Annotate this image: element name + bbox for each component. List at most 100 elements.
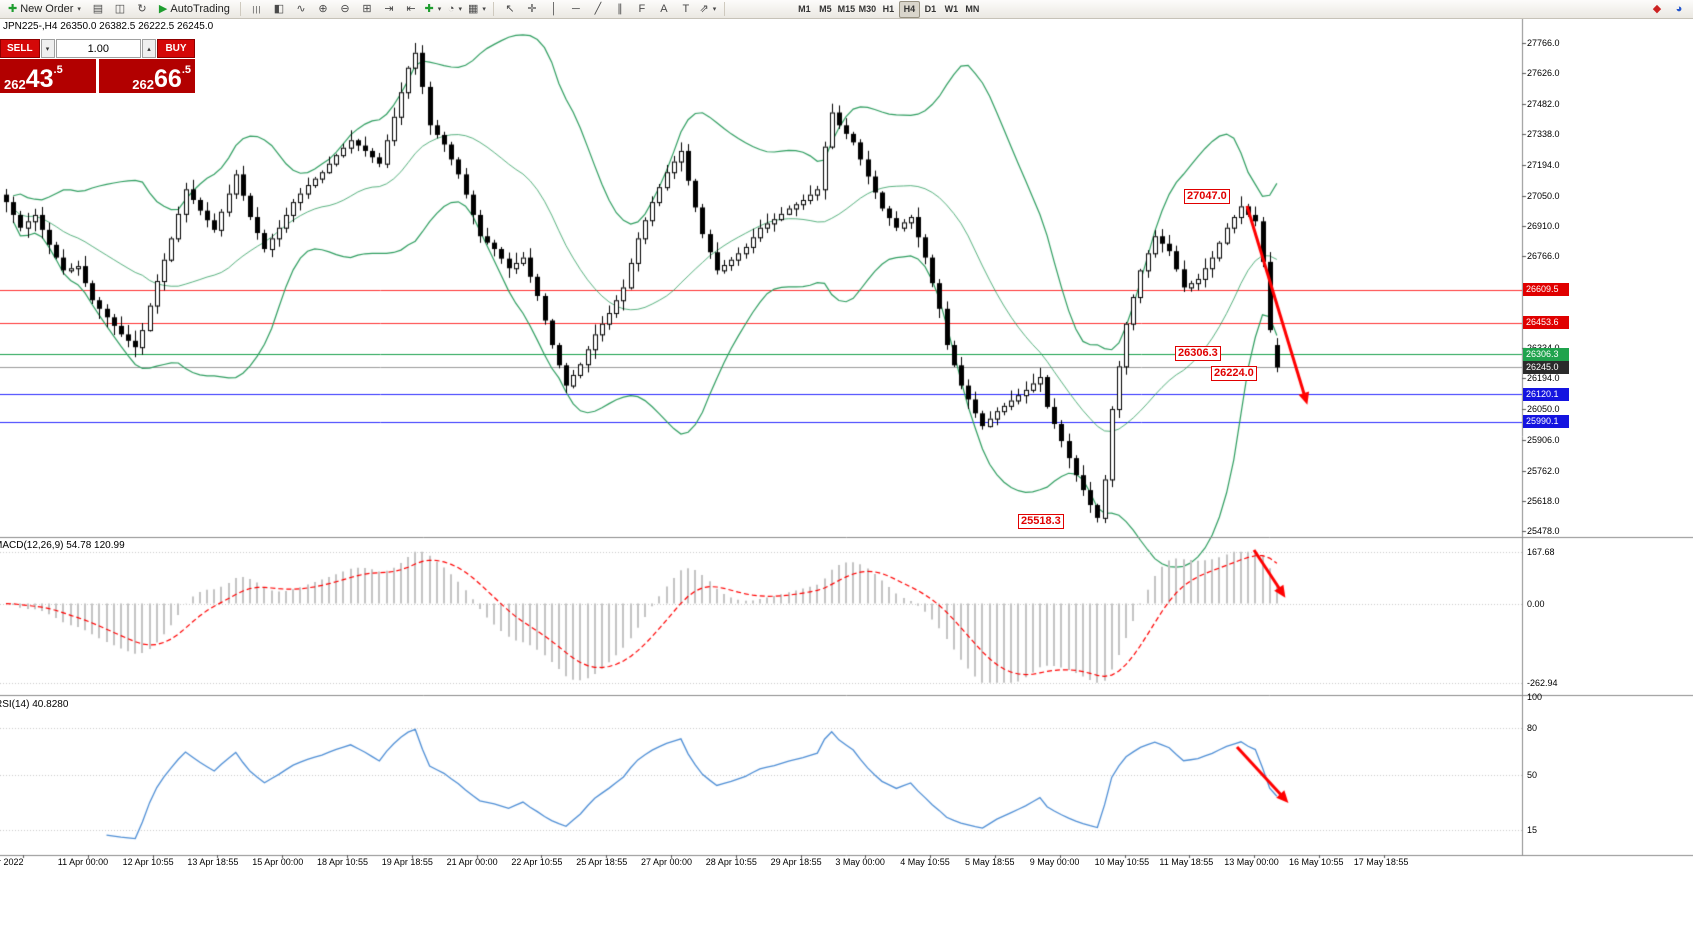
bar-chart-button[interactable]: ||| <box>246 1 268 18</box>
refresh-icon: ↻ <box>137 2 147 15</box>
vertical-line-button[interactable]: │ <box>543 1 565 18</box>
refresh-button[interactable]: ↻ <box>131 1 153 18</box>
volume-decrease-button[interactable]: ▾ <box>40 39 55 58</box>
text-label-button[interactable]: T <box>675 1 697 18</box>
price-scale-label: 27626.0 <box>1527 67 1560 78</box>
fibonacci-button[interactable]: F <box>631 1 653 18</box>
equidistant-channel-icon: ∥ <box>617 2 623 15</box>
trendline-icon: ╱ <box>594 2 602 15</box>
candlestick-chart-icon: ◧ <box>273 2 285 15</box>
line-chart-button[interactable]: ∿ <box>290 1 312 18</box>
depth-of-market-icon: ▤ <box>92 2 104 15</box>
crosshair-button[interactable]: ✛ <box>521 1 543 18</box>
trade-panel-prices: 262 43.5 262 66.5 <box>0 59 195 93</box>
buy-price-frac: .5 <box>181 64 191 76</box>
buy-price[interactable]: 262 66.5 <box>99 59 195 93</box>
time-axis-label: 27 Apr 00:00 <box>641 857 693 867</box>
chart-shift-button[interactable]: ⇤ <box>400 1 422 18</box>
periods-button[interactable]: ◔ ▾ <box>444 1 466 18</box>
toolbar-separator <box>492 2 494 16</box>
time-axis-label: 25 Apr 18:55 <box>576 857 628 867</box>
text-icon: A <box>660 2 668 15</box>
candlestick-chart-button[interactable]: ◧ <box>268 1 290 18</box>
price-scale-label: 27766.0 <box>1527 37 1560 48</box>
templates-icon: ▦ <box>467 2 479 15</box>
data-window-button[interactable]: ◫ <box>109 1 131 18</box>
time-axis-label: 12 Apr 10:55 <box>122 857 174 867</box>
new-order-icon: ✚ <box>8 2 18 15</box>
sell-price-prefix: 262 <box>4 77 26 92</box>
auto-scroll-button[interactable]: ⇥ <box>378 1 400 18</box>
auto-scroll-icon: ⇥ <box>384 2 394 15</box>
equidistant-channel-button[interactable]: ∥ <box>609 1 631 18</box>
trade-panel-controls: SELL ▾ ▴ BUY <box>0 39 195 58</box>
price-callout[interactable]: 27047.0 <box>1184 189 1230 204</box>
time-axis-label: 11 Apr 00:00 <box>57 857 109 867</box>
macd-scale-label: 0.00 <box>1527 598 1545 609</box>
indicators-button[interactable]: ✚ ▾ <box>422 1 444 18</box>
timeframe-m1-button[interactable]: M1 <box>794 1 815 18</box>
chevron-down-icon: ▾ <box>482 6 486 13</box>
arrows-tool-button[interactable]: ⇗ ▾ <box>697 1 719 18</box>
price-scale-label: 27050.0 <box>1527 190 1560 201</box>
zoom-in-icon: ⊕ <box>318 2 328 15</box>
brand-icon: ◆ <box>1652 2 1662 15</box>
arrows-tool-icon: ⇗ <box>699 2 709 15</box>
price-tag: 26120.1 <box>1523 387 1569 401</box>
chevron-down-icon: ▾ <box>77 6 81 13</box>
price-callout[interactable]: 25518.3 <box>1018 514 1064 529</box>
cursor-button[interactable]: ↖ <box>499 1 521 18</box>
price-scale-label: 26766.0 <box>1527 251 1560 262</box>
sell-button[interactable]: SELL <box>0 39 40 58</box>
line-chart-icon: ∿ <box>296 2 306 15</box>
play-icon: ▶ <box>158 2 168 15</box>
timeframe-m5-button[interactable]: M5 <box>815 1 836 18</box>
timeframe-m30-button[interactable]: M30 <box>857 1 878 18</box>
new-order-button[interactable]: ✚ New Order ▾ <box>3 1 86 18</box>
time-axis-label: 22 Apr 10:55 <box>511 857 563 867</box>
templates-button[interactable]: ▦ ▾ <box>466 1 488 18</box>
account-button[interactable]: ◕ <box>1668 1 1690 18</box>
time-axis-label: 16 May 10:55 <box>1289 857 1344 867</box>
tile-windows-button[interactable]: ⊞ <box>356 1 378 18</box>
time-axis-label: 17 May 18:55 <box>1353 857 1409 867</box>
autotrading-button[interactable]: ▶ AutoTrading <box>154 1 235 18</box>
horizontal-line-button[interactable]: ─ <box>565 1 587 18</box>
buy-button[interactable]: BUY <box>157 39 195 58</box>
price-scale-label: 25762.0 <box>1527 465 1560 476</box>
sell-price[interactable]: 262 43.5 <box>0 59 96 93</box>
sell-price-frac: .5 <box>53 64 63 76</box>
price-callout[interactable]: 26224.0 <box>1211 366 1257 381</box>
time-axis-label: 3 May 00:00 <box>835 857 885 867</box>
timeframe-h4-button[interactable]: H4 <box>898 0 920 18</box>
depth-of-market-button[interactable]: ▤ <box>87 1 109 18</box>
timeframe-mn-button[interactable]: MN <box>962 1 983 18</box>
data-window-icon: ◫ <box>114 2 126 15</box>
price-callout[interactable]: 26306.3 <box>1175 346 1221 361</box>
symbol-ohlc-header: JPN225-,H4 26350.0 26382.5 26222.5 26245… <box>3 21 214 32</box>
toolbar-separator <box>723 2 725 16</box>
timeframe-m15-button[interactable]: M15 <box>836 1 857 18</box>
time-axis-label: 15 Apr 00:00 <box>252 857 304 867</box>
price-scale-label: 26050.0 <box>1527 404 1560 415</box>
zoom-in-button[interactable]: ⊕ <box>312 1 334 18</box>
volume-input[interactable] <box>55 39 141 58</box>
timeframe-h1-button[interactable]: H1 <box>878 1 899 18</box>
macd-scale-label: 167.68 <box>1527 546 1555 557</box>
zoom-out-button[interactable]: ⊖ <box>334 1 356 18</box>
timeframe-w1-button[interactable]: W1 <box>941 1 962 18</box>
time-axis-label: 5 May 18:55 <box>965 857 1015 867</box>
text-button[interactable]: A <box>653 1 675 18</box>
price-scale-label: 25906.0 <box>1527 434 1560 445</box>
price-scale-label: 26910.0 <box>1527 220 1560 231</box>
rsi-scale-label: 15 <box>1527 824 1538 835</box>
time-axis-label: 11 May 18:55 <box>1159 857 1214 867</box>
trendline-button[interactable]: ╱ <box>587 1 609 18</box>
time-axis-label: 13 Apr 18:55 <box>187 857 239 867</box>
volume-increase-button[interactable]: ▴ <box>142 39 156 58</box>
chevron-down-icon: ▾ <box>712 6 717 13</box>
brand-button[interactable]: ◆ <box>1646 1 1668 18</box>
timeframe-d1-button[interactable]: D1 <box>920 1 941 18</box>
